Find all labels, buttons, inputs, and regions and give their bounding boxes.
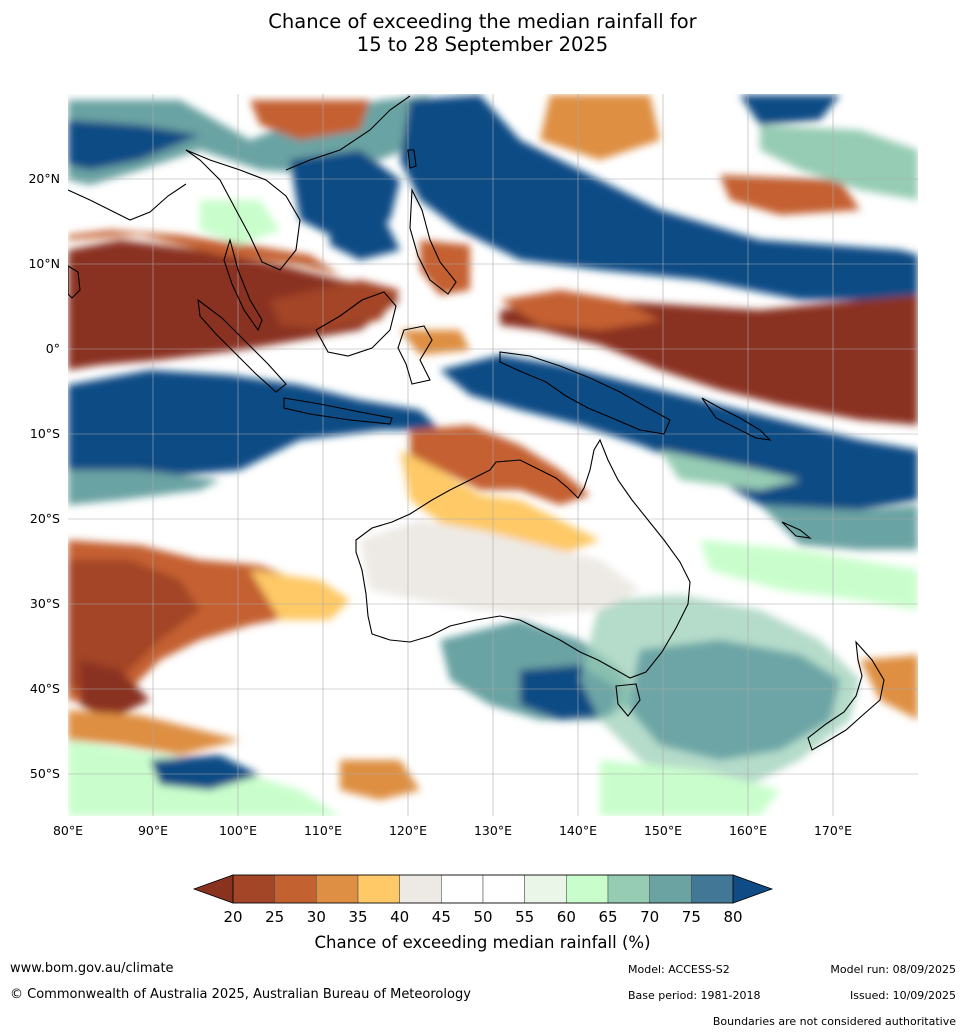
footer-base-period: Base period: 1981-2018: [628, 989, 761, 1002]
lat-label-20n: 20°N: [28, 171, 60, 186]
new-guinea-coast: [499, 351, 671, 435]
lon-label-140e: 140°E: [558, 823, 597, 838]
malay-peninsula-coast: [223, 237, 263, 332]
solomon-coast: [701, 397, 772, 441]
lon-label-90e: 90°E: [137, 823, 169, 838]
india-coast: [68, 183, 187, 221]
china-coast: [285, 95, 411, 171]
footer-disclaimer: Boundaries are not considered authoritat…: [712, 1015, 956, 1028]
map-title: Chance of exceeding the median rainfall …: [0, 10, 965, 56]
lat-label-20s: 20°S: [29, 511, 60, 526]
colorbar-tick-label: 60: [556, 908, 576, 926]
colorbar-tick-label: 40: [390, 908, 410, 926]
lon-label-170e: 170°E: [813, 823, 852, 838]
colorbar-tick-label: 75: [681, 908, 701, 926]
taiwan-coast: [407, 149, 417, 169]
lon-label-150e: 150°E: [643, 823, 682, 838]
colorbar-tick-label: 30: [306, 908, 326, 926]
colorbar-segment: [524, 874, 567, 904]
colorbar-segment: [274, 874, 317, 904]
footer-model: Model: ACCESS-S2: [628, 963, 730, 976]
colorbar-segment: [649, 874, 692, 904]
colorbar-segment: [441, 874, 484, 904]
colorbar-tick-label: 50: [473, 908, 493, 926]
colorbar-segment: [607, 874, 650, 904]
colorbar-tick-label: 20: [223, 908, 243, 926]
philippines-coast: [409, 187, 457, 295]
colorbar-tick-label: 80: [723, 908, 743, 926]
footer-issued: Issued: 10/09/2025: [849, 989, 956, 1002]
footer-copyright: © Commonwealth of Australia 2025, Austra…: [10, 987, 471, 1002]
new-zealand-coast: [807, 640, 885, 751]
lon-label-110e: 110°E: [303, 823, 342, 838]
colorbar-segment: [232, 874, 275, 904]
tasmania-coast: [615, 683, 641, 717]
colorbar-segment: [357, 874, 400, 904]
lat-label-30s: 30°S: [29, 596, 60, 611]
footer-website[interactable]: www.bom.gov.au/climate: [10, 961, 174, 976]
vanuatu-coast: [781, 521, 812, 539]
colorbar-segment: [691, 874, 734, 904]
colorbar-over-arrow: [732, 874, 774, 904]
colorbar: [192, 874, 774, 904]
lat-label-0: 0°: [45, 341, 60, 356]
lat-label-50s: 50°S: [29, 766, 60, 781]
colorbar-segment: [482, 874, 525, 904]
java-coast: [283, 397, 393, 425]
indochina-coast: [185, 149, 301, 271]
lat-label-40s: 40°S: [29, 681, 60, 696]
lat-label-10s: 10°S: [29, 426, 60, 441]
colorbar-tick-label: 55: [515, 908, 535, 926]
colorbar-segment: [566, 874, 609, 904]
colorbar-tick-label: 65: [598, 908, 618, 926]
graticule: [68, 94, 918, 816]
map-title-line1: Chance of exceeding the median rainfall …: [268, 10, 697, 33]
lon-label-130e: 130°E: [473, 823, 512, 838]
australia-coast: [355, 438, 691, 679]
colorbar-tick-label: 35: [348, 908, 368, 926]
colorbar-tick-label: 25: [265, 908, 285, 926]
colorbar-tick-label: 70: [640, 908, 660, 926]
colorbar-segment: [399, 874, 442, 904]
map-title-line2: 15 to 28 September 2025: [356, 33, 609, 56]
sulawesi-coast: [397, 325, 433, 385]
lon-label-160e: 160°E: [728, 823, 767, 838]
colorbar-frame: [232, 874, 734, 904]
sumatra-coast: [197, 298, 287, 393]
colorbar-under-arrow: [192, 874, 234, 904]
coastlines: [68, 95, 885, 751]
lon-label-100e: 100°E: [218, 823, 257, 838]
footer-model-run: Model run: 08/09/2025: [830, 963, 956, 976]
lon-label-120e: 120°E: [388, 823, 427, 838]
borneo-coast: [315, 291, 397, 357]
colorbar-segment: [316, 874, 359, 904]
lon-label-80e: 80°E: [52, 823, 84, 838]
sri-lanka-coast: [68, 265, 81, 299]
colorbar-tick-label: 45: [431, 908, 451, 926]
colorbar-title: Chance of exceeding median rainfall (%): [314, 933, 651, 952]
lat-label-10n: 10°N: [28, 256, 60, 271]
